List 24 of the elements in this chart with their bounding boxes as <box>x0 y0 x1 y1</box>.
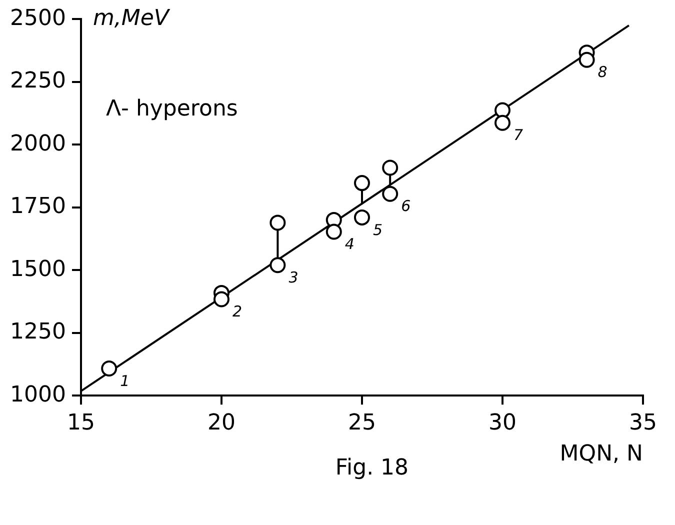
y-axis-title: m,MeV <box>92 6 171 31</box>
x-tick-label: 25 <box>348 410 376 436</box>
annotation: 2 <box>232 302 242 321</box>
x-tick-label: 20 <box>207 410 236 436</box>
annotation: Λ- hyperons <box>106 96 238 122</box>
caption: Fig. 18 <box>335 455 409 480</box>
y-tick-label: 1000 <box>10 382 66 408</box>
x-tick-label: 30 <box>488 410 516 436</box>
annotation: 6 <box>401 197 411 216</box>
x-axis-title: MQN, N <box>560 441 643 466</box>
annotation: 7 <box>513 126 524 144</box>
x-tick-label: 15 <box>66 410 95 436</box>
annotation: 4 <box>344 235 354 254</box>
y-tick-label: 2500 <box>10 6 66 31</box>
annotation: 8 <box>598 63 608 82</box>
y-tick-label: 1500 <box>10 256 66 282</box>
x-tick-label: 35 <box>629 410 657 436</box>
y-tick-label: 2000 <box>10 131 66 156</box>
y-tick-label: 1250 <box>10 320 66 345</box>
annotation: 3 <box>288 268 298 287</box>
y-tick-label: 2250 <box>10 68 66 94</box>
annotation: 1 <box>120 372 130 390</box>
annotation: 5 <box>372 220 383 239</box>
y-tick-label: 1750 <box>10 194 66 220</box>
